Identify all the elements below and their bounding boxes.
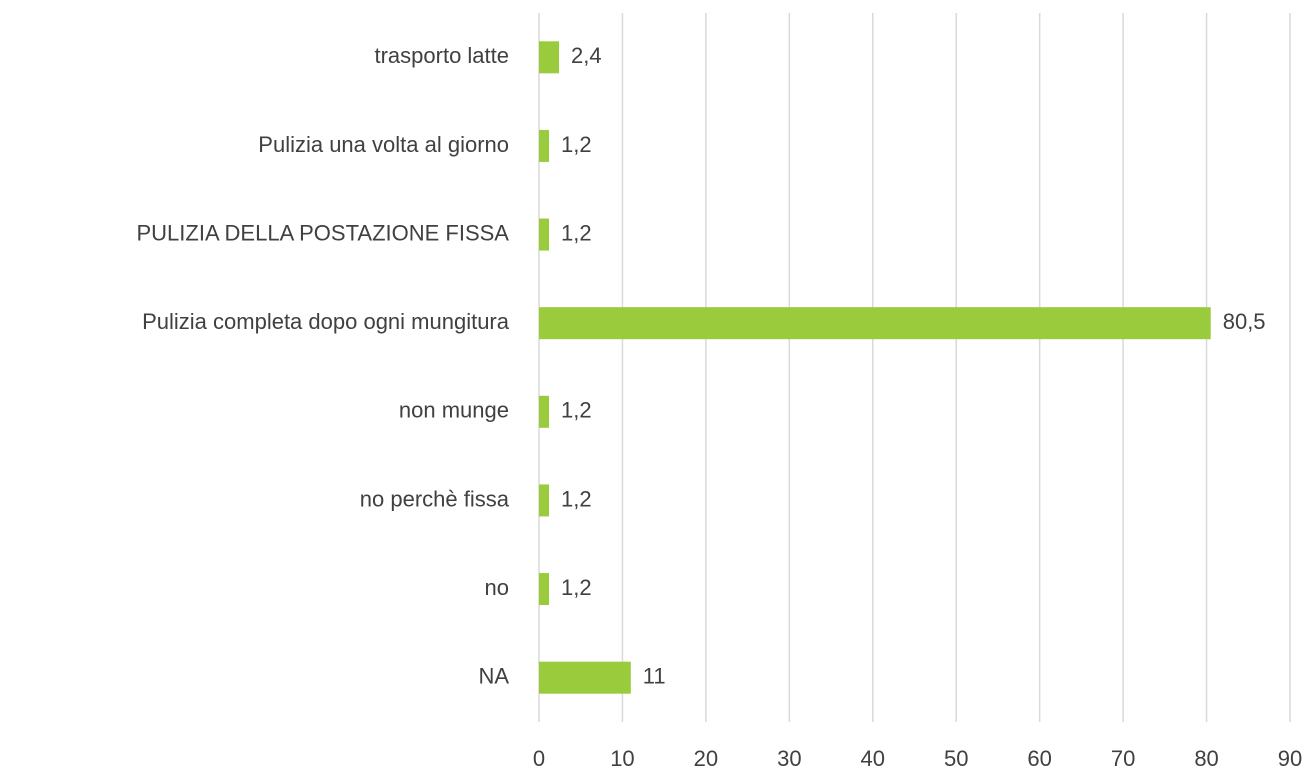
bar: [539, 484, 550, 517]
y-tick-label: no perchè fissa: [360, 486, 510, 511]
x-tick-label: 10: [610, 746, 634, 771]
value-label: 1,2: [561, 220, 592, 245]
x-tick-label: 70: [1111, 746, 1135, 771]
value-label: 1,2: [561, 575, 592, 600]
y-tick-label: Pulizia completa dopo ogni mungitura: [142, 309, 510, 334]
value-label: 80,5: [1223, 309, 1266, 334]
y-tick-label: no: [485, 575, 509, 600]
bar: [539, 41, 560, 74]
x-tick-label: 30: [777, 746, 801, 771]
value-label: 2,4: [571, 43, 602, 68]
x-tick-label: 50: [944, 746, 968, 771]
y-tick-label: NA: [478, 664, 509, 689]
bar: [539, 661, 631, 694]
bar: [539, 573, 550, 606]
value-label: 1,2: [561, 486, 592, 511]
x-tick-label: 40: [861, 746, 885, 771]
y-tick-label: non munge: [399, 398, 509, 423]
y-tick-label: Pulizia una volta al giorno: [258, 132, 509, 157]
x-tick-label: 80: [1194, 746, 1218, 771]
y-tick-label: trasporto latte: [374, 43, 509, 68]
bar: [539, 218, 550, 251]
y-tick-label: PULIZIA DELLA POSTAZIONE FISSA: [137, 220, 510, 245]
value-label: 1,2: [561, 132, 592, 157]
value-label: 11: [643, 664, 666, 689]
x-tick-label: 20: [694, 746, 718, 771]
x-tick-label: 0: [533, 746, 545, 771]
bar: [539, 307, 1211, 340]
value-label: 1,2: [561, 398, 592, 423]
bar: [539, 395, 550, 428]
x-tick-label: 60: [1027, 746, 1051, 771]
bar: [539, 129, 550, 162]
x-tick-label: 90: [1278, 746, 1302, 771]
